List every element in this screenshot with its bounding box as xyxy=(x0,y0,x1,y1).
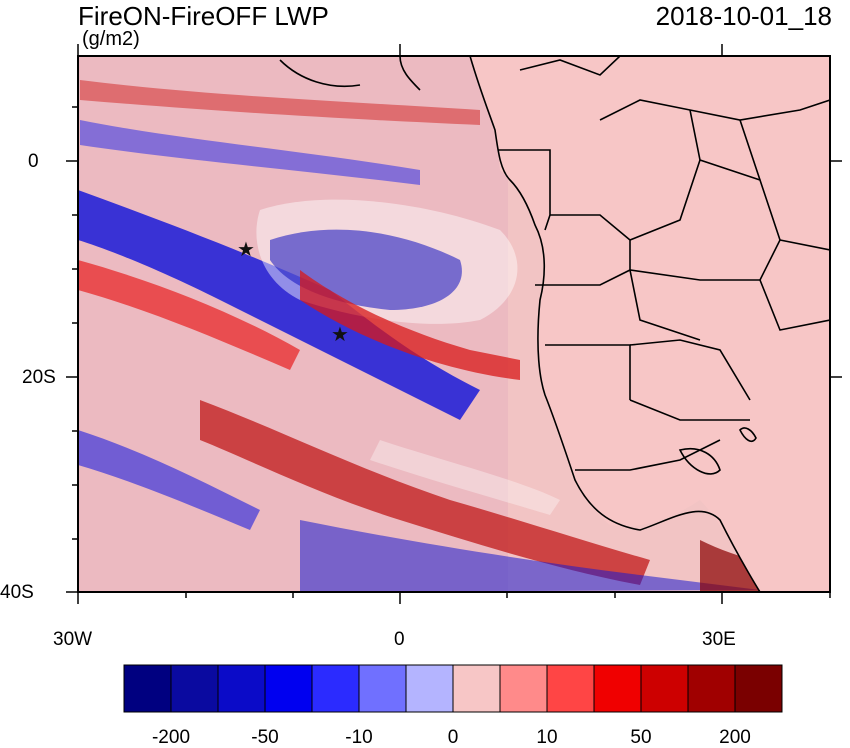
colorbar-box-11 xyxy=(640,664,689,713)
country-borders xyxy=(279,56,830,592)
colorbar-box-2 xyxy=(217,664,266,713)
colorbar-box-3 xyxy=(264,664,313,713)
colorbar-box-0 xyxy=(123,664,172,713)
colorbar-label: -200 xyxy=(151,727,191,748)
colorbar xyxy=(123,664,783,713)
x-tick-label-30w: 30W xyxy=(53,629,93,650)
colorbar-box-10 xyxy=(593,664,642,713)
colorbar-box-13 xyxy=(734,664,783,713)
colorbar-box-9 xyxy=(546,664,595,713)
colorbar-box-12 xyxy=(687,664,736,713)
units-label: (g/m2) xyxy=(82,28,140,50)
field-noise xyxy=(78,56,830,592)
colorbar-label: 10 xyxy=(536,727,558,748)
colorbar-label: 50 xyxy=(630,727,652,748)
plot-title: FireON-FireOFF LWP xyxy=(78,1,329,31)
colorbar-label: -10 xyxy=(345,727,373,748)
colorbar-label: 200 xyxy=(719,727,751,748)
colorbar-label: -50 xyxy=(251,727,279,748)
x-tick-label-30e: 30E xyxy=(702,629,736,650)
y-tick-label-20s: 20S xyxy=(22,367,56,388)
colorbar-box-4 xyxy=(311,664,360,713)
colorbar-box-8 xyxy=(499,664,548,713)
colorbar-label: 0 xyxy=(447,727,459,748)
colorbar-box-7 xyxy=(452,664,501,713)
datetime-label: 2018-10-01_18 xyxy=(655,1,832,31)
colorbar-box-1 xyxy=(170,664,219,713)
plot-frame xyxy=(77,55,831,593)
star-marker-2: ★ xyxy=(331,322,349,346)
star-marker-1: ★ xyxy=(237,237,255,261)
y-tick-label-40s: 40S xyxy=(0,582,34,603)
colorbar-box-6 xyxy=(405,664,454,713)
lwp-field xyxy=(78,56,830,592)
axis-ticks xyxy=(66,44,842,604)
y-tick-label-0: 0 xyxy=(28,151,39,172)
x-tick-label-0: 0 xyxy=(394,629,405,650)
colorbar-box-5 xyxy=(358,664,407,713)
